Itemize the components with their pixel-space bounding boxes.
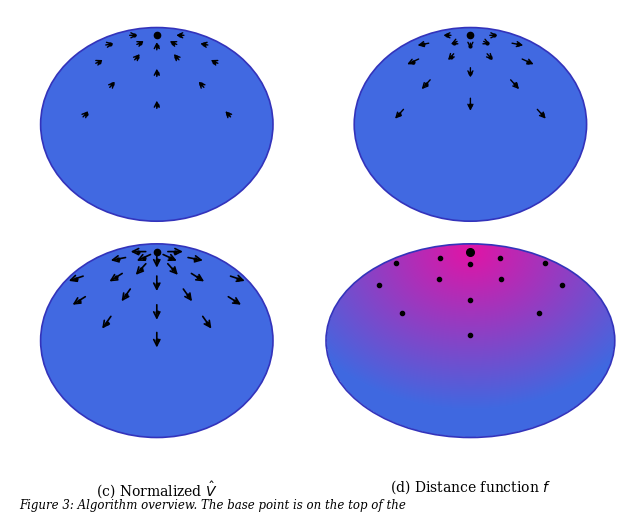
Text: (b) Heat flow $V$: (b) Heat flow $V$ bbox=[416, 262, 525, 280]
Text: (a) Initial $V^0$: (a) Initial $V^0$ bbox=[113, 262, 200, 283]
Text: Figure 3: Algorithm overview. The base point is on the top of the: Figure 3: Algorithm overview. The base p… bbox=[19, 500, 406, 512]
Ellipse shape bbox=[40, 244, 273, 438]
Text: (c) Normalized $\hat{V}$: (c) Normalized $\hat{V}$ bbox=[96, 478, 218, 500]
Ellipse shape bbox=[40, 27, 273, 221]
Ellipse shape bbox=[354, 27, 587, 221]
Text: (d) Distance function $f$: (d) Distance function $f$ bbox=[390, 478, 551, 496]
